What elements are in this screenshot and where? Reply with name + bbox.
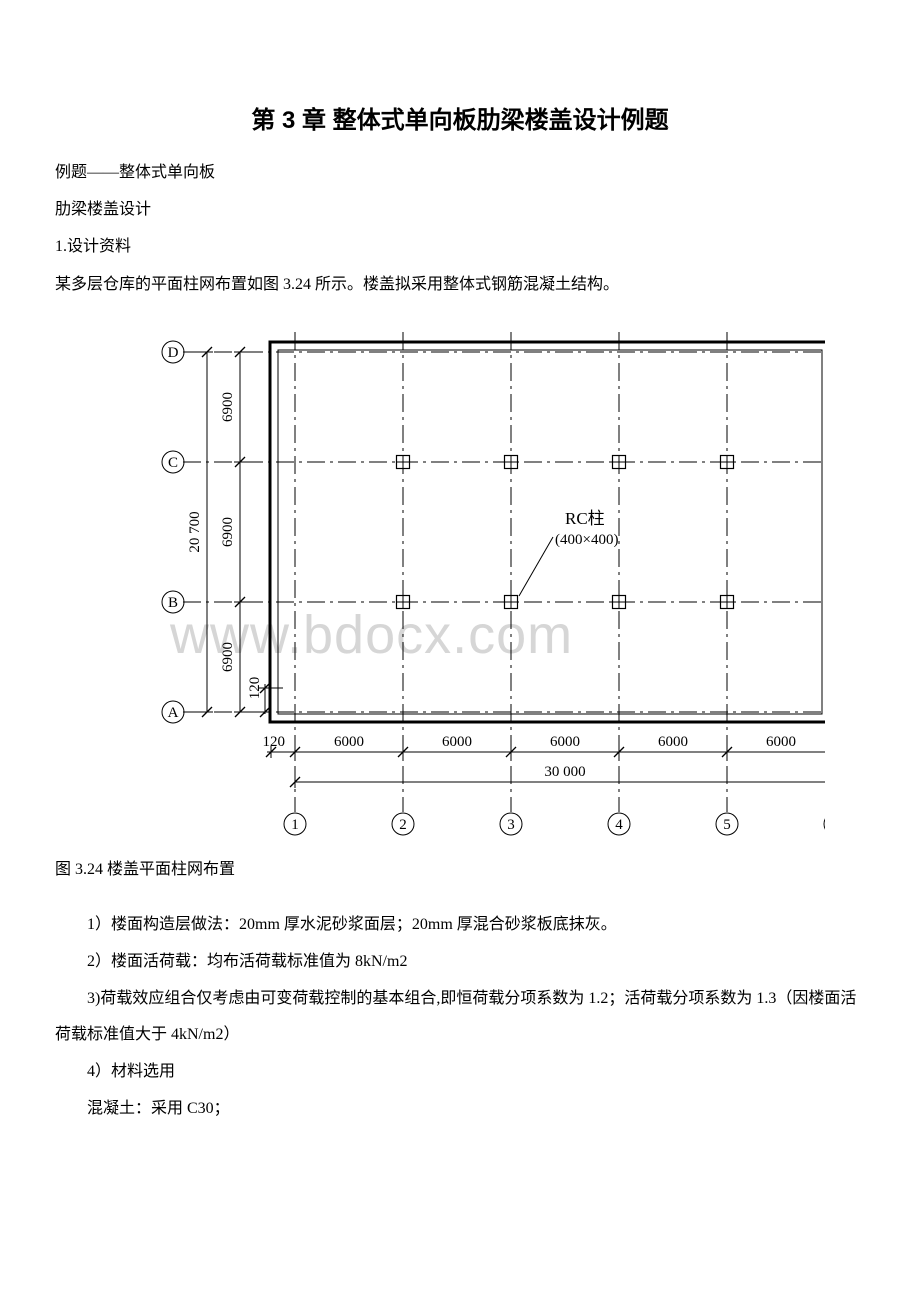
svg-text:120: 120 [247, 677, 263, 700]
structural-plan-diagram: DCBA123456RC柱(400×400)20 700690069006900… [135, 312, 825, 842]
svg-text:(400×400): (400×400) [555, 532, 618, 548]
intro-line: 某多层仓库的平面柱网布置如图 3.24 所示。楼盖拟采用整体式钢筋混凝土结构。 [55, 267, 865, 302]
svg-text:2: 2 [399, 817, 407, 833]
svg-text:20 700: 20 700 [187, 511, 203, 552]
body-line: 混凝土：采用 C30； [55, 1091, 865, 1126]
svg-text:6000: 6000 [550, 734, 580, 750]
svg-text:6000: 6000 [442, 734, 472, 750]
body-line: 2）楼面活荷载：均布活荷载标准值为 8kN/m2 [55, 944, 865, 979]
svg-text:RC柱: RC柱 [565, 509, 605, 528]
svg-text:A: A [168, 705, 179, 721]
svg-text:3: 3 [507, 817, 515, 833]
body-line: 3)荷载效应组合仅考虑由可变荷载控制的基本组合,即恒荷载分项系数为 1.2；活荷… [55, 981, 865, 1051]
svg-text:B: B [168, 595, 178, 611]
svg-text:120: 120 [263, 734, 286, 750]
svg-text:6000: 6000 [334, 734, 364, 750]
svg-text:6900: 6900 [220, 517, 236, 547]
intro-line: 肋梁楼盖设计 [55, 192, 865, 227]
page-title: 第 3 章 整体式单向板肋梁楼盖设计例题 [55, 100, 865, 135]
figure-caption: 图 3.24 楼盖平面柱网布置 [55, 852, 865, 887]
svg-text:5: 5 [723, 817, 731, 833]
svg-text:6900: 6900 [220, 642, 236, 672]
body-line: 1）楼面构造层做法：20mm 厚水泥砂浆面层；20mm 厚混合砂浆板底抹灰。 [55, 907, 865, 942]
body-line: 4）材料选用 [55, 1054, 865, 1089]
svg-text:4: 4 [615, 817, 623, 833]
svg-text:6000: 6000 [658, 734, 688, 750]
svg-text:30 000: 30 000 [544, 764, 585, 780]
svg-text:C: C [168, 455, 178, 471]
svg-text:D: D [168, 345, 179, 361]
intro-line: 例题——整体式单向板 [55, 155, 865, 190]
svg-text:6900: 6900 [220, 392, 236, 422]
svg-text:6000: 6000 [766, 734, 796, 750]
intro-line: 1.设计资料 [55, 229, 865, 264]
svg-text:1: 1 [291, 817, 299, 833]
